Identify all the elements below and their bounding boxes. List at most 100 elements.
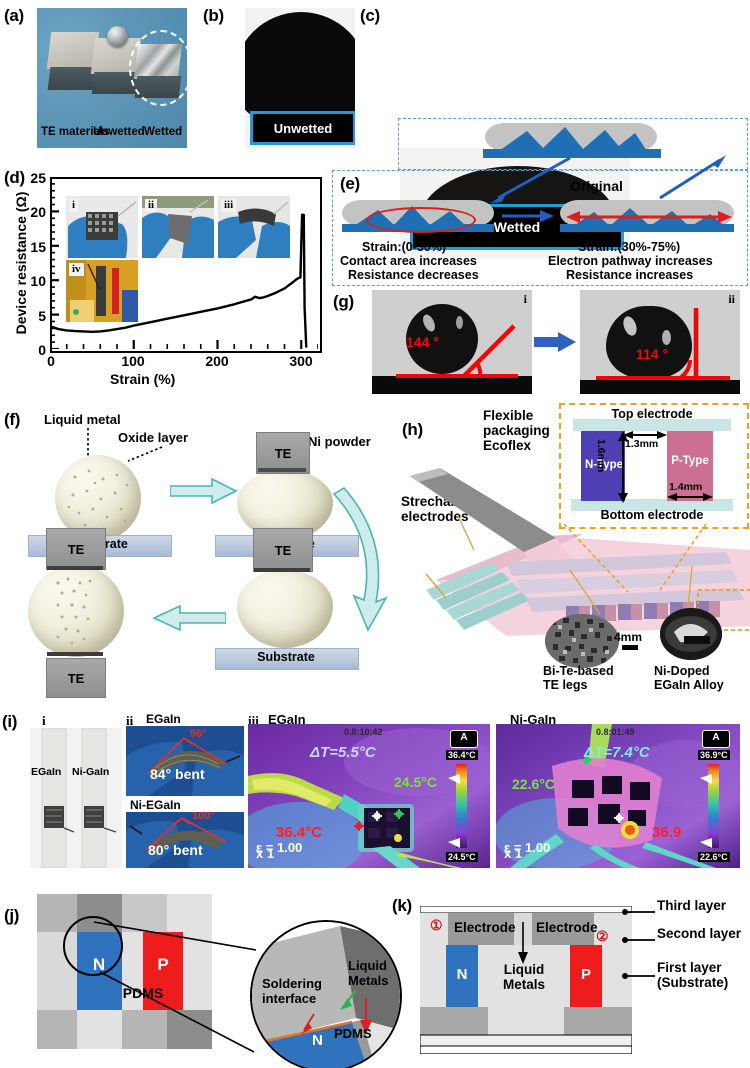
- panel-h-dim-height: 1.6mm: [595, 439, 607, 473]
- panel-e-right-strain: Strain:(30%-75%): [578, 240, 681, 254]
- chart-ytick-20: 20: [30, 204, 46, 220]
- panel-i-thermal-left-emissivity: ε = 1.00: [256, 840, 303, 855]
- panel-h-dim-gap: 1.3mm: [625, 438, 659, 450]
- panel-f-callout-liquid-metal: Liquid metal: [44, 412, 121, 427]
- panel-b-caption-text: Unwetted: [273, 120, 333, 136]
- panel-i-thermal-left-cold: 24.5°C: [394, 774, 437, 790]
- chart-device-resistance: Device resistance (Ω) 25 20 15 10 5 0 0 …: [0, 165, 330, 400]
- panel-i-thermal-right-scale-min: 22.6°C: [698, 852, 730, 862]
- panel-h-dimension-arrows: [618, 431, 713, 503]
- highlight-circle: [129, 30, 193, 106]
- panel-h-callout-ecoflex: Flexible packaging Ecoflex: [483, 408, 550, 453]
- panel-k-layer-third: Third layer: [657, 898, 727, 913]
- panel-f-te-top-4: TE: [46, 528, 106, 570]
- panel-h-p-type-block: [667, 431, 713, 501]
- panel-e-arrows: [490, 155, 726, 203]
- panel-i-thermal-right-cold: 22.6°C: [512, 776, 555, 792]
- panel-g-angle-ii: 114 °: [636, 346, 669, 362]
- chart-curve: [50, 177, 318, 349]
- panel-i-sub-iii: iii: [248, 713, 259, 728]
- chart-xtick-200: 200: [205, 353, 229, 369]
- panel-i-bend-top-material: EGaIn: [142, 712, 185, 726]
- chart-xtick-300: 300: [289, 353, 313, 369]
- panel-label-f: (f): [4, 410, 21, 429]
- panel-k-n-label: N: [456, 965, 468, 983]
- panel-h-inset-connector: [563, 523, 707, 593]
- panel-h-scale-bar: [622, 645, 638, 650]
- panel-g-image-ii: 114 ° ii: [580, 290, 740, 394]
- panel-a-photo: TE materials Unwetted Wetted: [37, 8, 193, 148]
- panel-f-te-label-3: TE: [274, 542, 292, 558]
- panel-f-ni-dots-4: [56, 577, 92, 645]
- panel-i-thermal-left-zoom: x 1: [256, 846, 275, 861]
- panel-k-marker-1: ①: [430, 917, 443, 933]
- panel-h-n-type-label: N-Type: [584, 459, 624, 471]
- panel-i-thermal-right-scale-max: 36.9°C: [698, 750, 730, 760]
- panel-i-thermal-right: 0.8:01:49 ΔT=7.4°C 22.6°C 36.9 x 1 36.9°…: [496, 724, 740, 868]
- panel-i-thermal-right-delta: ΔT=7.4°C: [584, 744, 650, 761]
- panel-k-p-label: P: [580, 965, 591, 983]
- original-schematic: [465, 121, 680, 165]
- panel-c-caption-text: Wetted: [493, 219, 541, 235]
- panel-k-layer-leaders: [625, 911, 655, 977]
- panel-label-c: (c): [360, 6, 380, 25]
- panel-h-p-type-label: P-Type: [671, 455, 709, 467]
- panel-i-bend-top-photo: 96° 84° bent: [126, 726, 244, 796]
- chart-inset-iv: iv: [66, 260, 138, 322]
- panel-i-thermal-right-title: Ni-GaIn: [506, 712, 561, 727]
- panel-b-photo: Unwetted: [245, 8, 355, 148]
- panel-g-angle-i: 144 °: [406, 334, 439, 350]
- panel-i-thermal-right-emissivity: ε = 1.00: [504, 840, 551, 855]
- panel-f-sphere-1: [55, 455, 141, 541]
- panel-e-container: [332, 170, 748, 286]
- panel-h-top-electrode-label: Top electrode: [611, 407, 693, 421]
- panel-f-te-contact-3: [254, 568, 310, 572]
- chart-ytick-5: 5: [38, 308, 46, 324]
- panel-k-electrode-left: Electrode: [454, 920, 516, 935]
- panel-h-te-legs-photo: [545, 614, 619, 668]
- panel-j-magnifier-leaders: [93, 921, 257, 1053]
- panel-h-photo-leaders: [569, 565, 693, 615]
- panel-i-sample-nigain: Ni-GaIn: [72, 766, 110, 778]
- panel-k-diagram: Electrode Electrode Liquid Metals N P ① …: [419, 905, 633, 1055]
- panel-h-inset: Top electrode Bottom electrode N-Type P-…: [561, 405, 743, 523]
- panel-i-thermal-right-timestamp: 0.8:01:49: [596, 727, 635, 737]
- panel-g-arrow: [534, 332, 576, 352]
- panel-label-b: (b): [203, 6, 224, 25]
- panel-i-bend-top-angle: 96°: [190, 728, 207, 740]
- panel-f-oxide-dots-1: [67, 469, 129, 531]
- schematic-dashed-container: [398, 118, 748, 170]
- chart-ytick-25: 25: [30, 170, 46, 186]
- panel-h-legs-label: Bi-Te-based TE legs: [543, 664, 614, 692]
- panel-h-top-electrode-bar: [573, 419, 731, 431]
- panel-i-thermal-left-scale-min: 24.5°C: [446, 852, 478, 862]
- chart-inset-tag-iii: iii: [221, 199, 237, 212]
- panel-e-left-strain: Strain:(0-30%): [362, 240, 447, 254]
- panel-e-original-label: Original: [570, 178, 623, 194]
- panel-f-te-label-2: TE: [274, 445, 292, 461]
- panel-label-i: (i): [2, 712, 18, 731]
- chart-ytick-10: 10: [30, 273, 46, 289]
- panel-j-n-zoom-label: N: [312, 1032, 323, 1049]
- panel-f-te-3: TE: [253, 528, 313, 572]
- panel-a-label-unwetted: Unwetted: [93, 126, 145, 138]
- panel-e-right-schematic: [560, 200, 738, 236]
- panel-i-bend-bottom-photo: 100° 80° bent: [126, 812, 244, 868]
- panel-h-bottom-electrode-bar: [571, 499, 733, 511]
- chart-inset-tag-iv: iv: [69, 263, 84, 276]
- panel-j-pdms-zoom-label: PDMS: [334, 1026, 372, 1041]
- panel-a-label-te-materials: TE materials: [41, 126, 110, 138]
- panel-i-thermal-left-hot: 36.4°C: [276, 824, 323, 841]
- panel-f-arrow-3: [152, 605, 226, 631]
- panel-i-sample-egain: EGaIn: [31, 766, 62, 778]
- panel-f-callout-oxide-layer: Oxide layer: [118, 430, 189, 445]
- panel-h-scale-bar-label: 4mm: [614, 630, 643, 644]
- panel-f-sphere-4: [28, 565, 124, 657]
- chart-inset-tag-i: i: [69, 199, 79, 212]
- panel-i-thermal-left-timestamp: 0.8:10:42: [344, 727, 383, 737]
- panel-label-e: (e): [340, 174, 360, 193]
- panel-i-photo-strips: EGaIn Ni-GaIn: [30, 728, 122, 868]
- panel-label-a: (a): [4, 6, 24, 25]
- panel-j-p-label: P: [157, 955, 169, 974]
- panel-h-n-type-block: [581, 431, 625, 501]
